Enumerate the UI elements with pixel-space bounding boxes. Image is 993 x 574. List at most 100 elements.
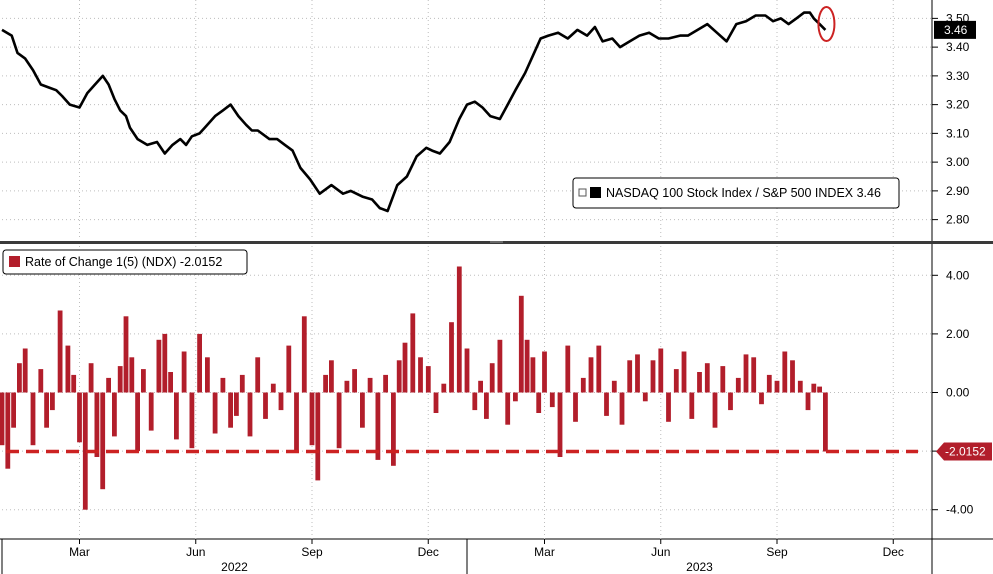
top-y-tick-label: 3.20: [946, 98, 970, 112]
roc-bar: [712, 392, 718, 428]
roc-bar: [71, 374, 77, 393]
roc-bar: [611, 380, 617, 393]
roc-bar: [383, 374, 388, 393]
roc-bar: [205, 357, 210, 393]
roc-bar: [441, 383, 447, 393]
roc-bar: [557, 392, 563, 457]
x-tick-label: Sep: [766, 545, 788, 559]
roc-bar: [286, 345, 292, 393]
roc-bar: [11, 392, 16, 428]
top-y-axis-ticks: 2.802.903.003.103.203.303.403.50: [932, 11, 970, 227]
roc-bar: [88, 363, 94, 393]
roc-bar: [817, 386, 822, 393]
roc-bar: [619, 392, 625, 425]
roc-bar: [720, 366, 726, 393]
roc-bar: [797, 380, 803, 393]
roc-bar: [642, 392, 648, 402]
roc-bar: [635, 354, 640, 393]
roc-bar: [505, 392, 511, 425]
bottom-last-value-background: [936, 442, 992, 461]
roc-bar: [123, 316, 129, 393]
top-last-value-background: [934, 20, 976, 39]
roc-bar: [30, 392, 36, 446]
x-tick-label: Dec: [418, 545, 439, 559]
roc-bar: [112, 392, 117, 437]
legend-toggle-icon[interactable]: [578, 188, 587, 197]
roc-bar: [518, 295, 524, 393]
roc-bar: [743, 354, 749, 393]
roc-bar: [22, 348, 28, 393]
top-y-tick-label: 2.80: [946, 213, 970, 227]
x-tick-label: Sep: [301, 545, 323, 559]
roc-bar: [449, 322, 454, 393]
panel-divider[interactable]: [0, 241, 993, 244]
roc-bar: [704, 363, 710, 393]
bottom-y-tick-label: -4.00: [946, 503, 974, 517]
roc-bar: [811, 383, 817, 393]
roc-bar: [751, 357, 757, 393]
roc-bar: [673, 369, 679, 393]
roc-bar: [565, 345, 571, 393]
roc-bar: [782, 351, 788, 393]
top-y-tick-label: 3.10: [946, 126, 970, 140]
roc-bar: [234, 392, 239, 416]
bottom-legend: Rate of Change 1(5) (NDX) -2.0152: [2, 249, 248, 275]
roc-bar: [197, 333, 202, 393]
roc-bar: [309, 392, 315, 446]
roc-bar: [396, 360, 402, 393]
roc-bar: [766, 374, 772, 393]
bottom-y-tick-label: 4.00: [946, 268, 970, 282]
roc-bar: [650, 360, 656, 393]
rate-of-change-bars: [0, 266, 828, 510]
x-tick-label: Mar: [534, 545, 555, 559]
roc-bar: [94, 392, 100, 457]
bottom-last-value-text: -2.0152: [945, 445, 986, 459]
roc-bar: [805, 392, 811, 411]
bottom-legend-box: [2, 249, 248, 275]
bottom-legend-swatch: [9, 256, 20, 267]
roc-bar: [697, 372, 702, 393]
roc-bar: [352, 369, 357, 393]
roc-bar: [596, 345, 602, 393]
roc-bar: [456, 266, 462, 393]
roc-bar: [774, 380, 780, 393]
roc-bar: [174, 392, 179, 440]
roc-bar: [588, 357, 594, 393]
roc-bar: [270, 383, 276, 393]
top-y-tick-label: 3.30: [946, 69, 970, 83]
x-tick-label: Jun: [651, 545, 670, 559]
roc-bar: [162, 333, 168, 393]
roc-bar: [542, 351, 547, 393]
roc-bar: [658, 348, 664, 393]
roc-bar: [464, 348, 470, 393]
roc-bar: [489, 363, 495, 393]
roc-bar: [141, 369, 146, 393]
roc-bar: [790, 360, 795, 393]
panel-frames: [0, 0, 993, 540]
roc-bar: [336, 392, 342, 449]
roc-bar: [156, 339, 162, 393]
roc-bar: [478, 380, 483, 393]
roc-bar: [181, 351, 187, 393]
roc-bar: [255, 357, 261, 393]
roc-bar: [38, 369, 44, 393]
roc-bar: [65, 345, 71, 393]
top-y-tick-label: 3.40: [946, 40, 970, 54]
roc-bar: [681, 351, 687, 393]
roc-bar: [228, 392, 233, 428]
roc-bar: [604, 392, 609, 416]
bottom-legend-label: Rate of Change 1(5) (NDX) -2.0152: [25, 255, 222, 269]
top-last-value-text: 3.46: [944, 23, 968, 37]
roc-bar: [627, 360, 633, 393]
roc-bar: [148, 392, 154, 431]
roc-bar: [5, 392, 11, 469]
roc-bar: [573, 392, 578, 422]
roc-bar: [77, 392, 82, 443]
roc-bar: [117, 366, 123, 393]
roc-bar: [278, 392, 284, 411]
roc-bar: [263, 392, 268, 419]
roc-bar: [484, 392, 489, 419]
roc-bar: [220, 377, 226, 393]
roc-bar: [472, 392, 478, 411]
